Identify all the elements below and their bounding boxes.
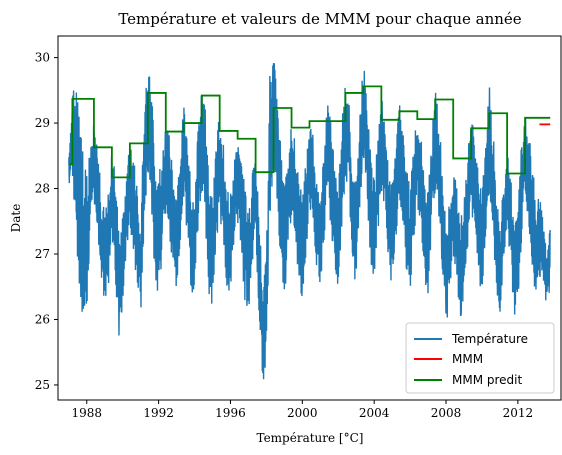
legend: Température MMM MMM predit [405,322,555,394]
y-axis-ticks: 25 26 27 28 29 30 [35,51,58,392]
x-tick-label: 2012 [503,406,534,420]
x-tick-label: 2008 [431,406,462,420]
mmm-predit-series-line [68,85,551,179]
legend-label-mmm: MMM [452,352,483,366]
y-tick-label: 29 [35,116,50,130]
y-tick-label: 25 [35,378,50,392]
y-axis-label: Date [9,204,23,233]
y-tick-label: 27 [35,247,50,261]
x-tick-label: 2000 [287,406,318,420]
y-tick-label: 26 [35,312,50,326]
x-tick-label: 1988 [71,406,102,420]
y-tick-label: 30 [35,51,50,65]
y-tick-label: 28 [35,182,50,196]
legend-box [405,322,555,394]
chart-title: Température et valeurs de MMM pour chaqu… [118,10,521,28]
legend-label-temperature: Température [451,332,528,346]
x-tick-label: 2004 [359,406,390,420]
plot-frame [57,35,562,401]
temperature-series-line [68,63,551,380]
x-tick-label: 1996 [215,406,246,420]
x-axis-label: Température [°C] [257,431,364,445]
x-tick-label: 1992 [143,406,174,420]
x-axis-ticks: 1988 1992 1996 2000 2004 2008 2012 [71,400,533,420]
legend-label-mmm-predit: MMM predit [452,373,522,387]
